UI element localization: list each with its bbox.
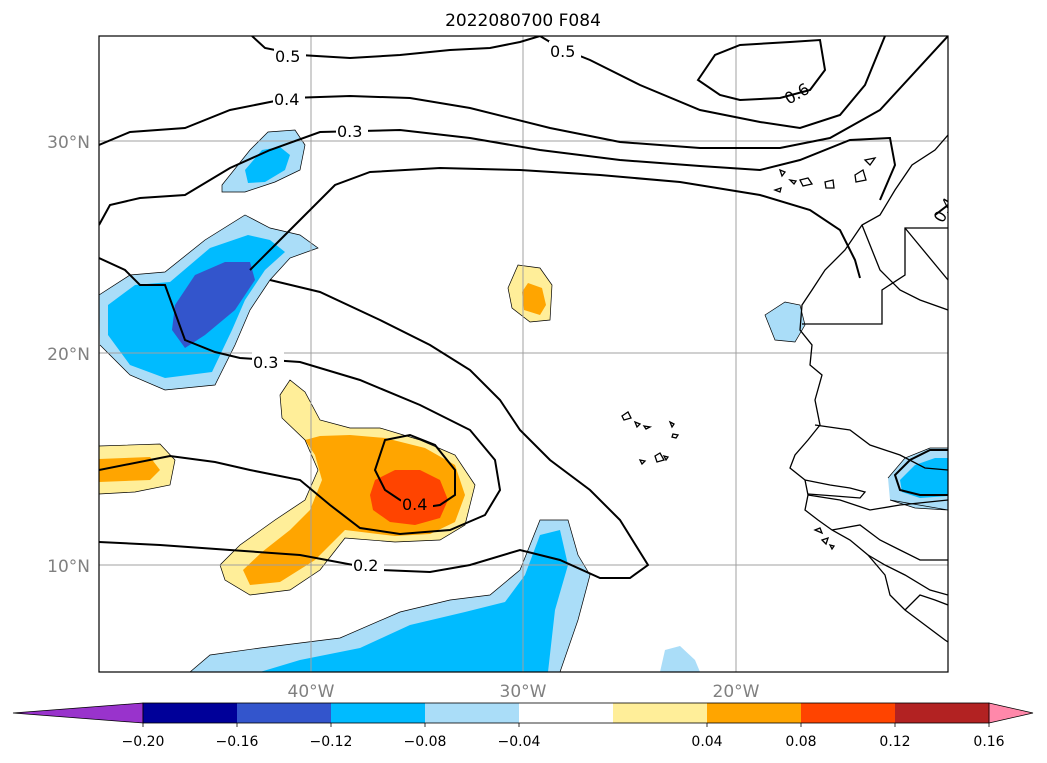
colorbar-tick-label: 0.04	[691, 734, 722, 750]
contour-label: 0.2	[353, 556, 378, 575]
gambia	[804, 479, 867, 499]
border-guinea	[807, 494, 948, 511]
bijagos-1	[813, 527, 824, 535]
contour-0.3-west	[249, 166, 861, 279]
lon-label: 30°W	[500, 682, 547, 702]
contour-label: 0.5	[550, 42, 575, 61]
colorbar-segment	[331, 703, 426, 723]
colorbar-extend-high	[988, 702, 1034, 724]
contour-0.3-upper	[99, 128, 897, 226]
canary-4	[854, 168, 867, 183]
cv-5	[671, 433, 680, 439]
contour-label-group: 0.5 0.5 0.4 0.3 0.3 0.4 0.2 0.6 0.4	[252, 41, 948, 575]
colorbar-tick-label: −0.08	[404, 734, 447, 750]
border-western-sahara	[802, 227, 948, 325]
fill-neg-mid-south	[260, 530, 568, 672]
map-frame	[98, 35, 949, 673]
gridlines	[99, 36, 948, 672]
border-mauritania	[904, 227, 948, 281]
map-plot-area: 0.5 0.5 0.4 0.3 0.3 0.4 0.2 0.6 0.4	[99, 36, 948, 672]
canary-1	[778, 168, 787, 178]
border-senegal-mali	[814, 424, 948, 471]
colorbar-segment	[895, 703, 990, 723]
fill-neg-mid-north	[245, 147, 290, 183]
colorbar-extend-low	[12, 702, 144, 724]
lat-label: 30°N	[47, 133, 90, 153]
contour-0.4-ne	[934, 204, 948, 216]
fill-neg-strong-west	[172, 262, 255, 348]
fill-neg-light-sw2	[660, 646, 700, 672]
colorbar-segment	[801, 703, 896, 723]
canary-2	[799, 177, 814, 187]
border-ivory	[904, 594, 948, 611]
colorbar-tick-label: −0.04	[498, 734, 541, 750]
cv-2	[633, 420, 642, 429]
longitude-labels: 40°W 30°W 20°W	[288, 682, 760, 702]
border-morocco	[861, 224, 948, 311]
colorbar-tick-label: −0.12	[310, 734, 353, 750]
fill-pos-mid-center	[522, 283, 546, 315]
bijagos-3	[828, 544, 836, 551]
contour-0.3-lower	[99, 257, 502, 536]
colorbar-tick-label: −0.20	[122, 734, 165, 750]
lon-label: 40°W	[288, 682, 335, 702]
colorbar-tick-label: −0.16	[216, 734, 259, 750]
colorbar-segment	[237, 703, 332, 723]
colorbar-segment	[425, 703, 520, 723]
contour-label: 0.4	[274, 90, 299, 109]
map-title: 2022080700 F084	[445, 11, 601, 31]
bijagos-2	[820, 536, 830, 546]
fill-neg-light-east	[765, 302, 805, 342]
colorbar-tick-label: 0.08	[785, 734, 816, 750]
canary-7	[788, 179, 798, 186]
lat-label: 10°N	[47, 557, 90, 577]
contour-label: 0.5	[275, 47, 300, 66]
colorbar-tick-label: 0.12	[879, 734, 910, 750]
contour-0.4-east	[893, 449, 948, 496]
contour-label: 0.3	[337, 122, 362, 141]
fill-pos-mid-west	[99, 457, 160, 482]
lon-label: 20°W	[713, 682, 760, 702]
contour-0.4-upper	[99, 36, 948, 149]
contour-label: 0.4	[402, 495, 427, 514]
africa-coast	[789, 134, 948, 643]
contour-0.2	[99, 279, 650, 579]
canary-6	[773, 187, 782, 193]
border-sierra-leone	[831, 524, 948, 561]
border-liberia	[867, 554, 948, 596]
cv-6	[638, 459, 647, 466]
cv-4	[668, 420, 675, 429]
coastlines	[621, 134, 948, 643]
contour-0.6	[696, 38, 827, 102]
canary-3	[824, 179, 835, 189]
contour-0.4-center	[373, 433, 456, 510]
colorbar-tick-label: 0.16	[973, 734, 1004, 750]
colorbar-segment	[613, 703, 708, 723]
colorbar-segment	[707, 703, 802, 723]
cv-8	[662, 455, 670, 462]
fill-neg-mid-se	[900, 458, 948, 498]
contour-label: 0.3	[253, 353, 278, 372]
colorbar-segment	[519, 703, 614, 723]
colorbar-frame	[142, 702, 990, 724]
latitude-labels: 30°N 20°N 10°N	[47, 133, 90, 577]
cv-3	[642, 425, 653, 430]
colorbar: −0.20 −0.16 −0.12 −0.08 −0.04 0.04 0.08 0.12 0.1…	[12, 702, 1034, 750]
cv-7	[654, 452, 665, 463]
lat-label: 20°N	[47, 345, 90, 365]
cv-1	[621, 411, 632, 421]
canary-5	[863, 157, 877, 167]
colorbar-segment	[143, 703, 238, 723]
